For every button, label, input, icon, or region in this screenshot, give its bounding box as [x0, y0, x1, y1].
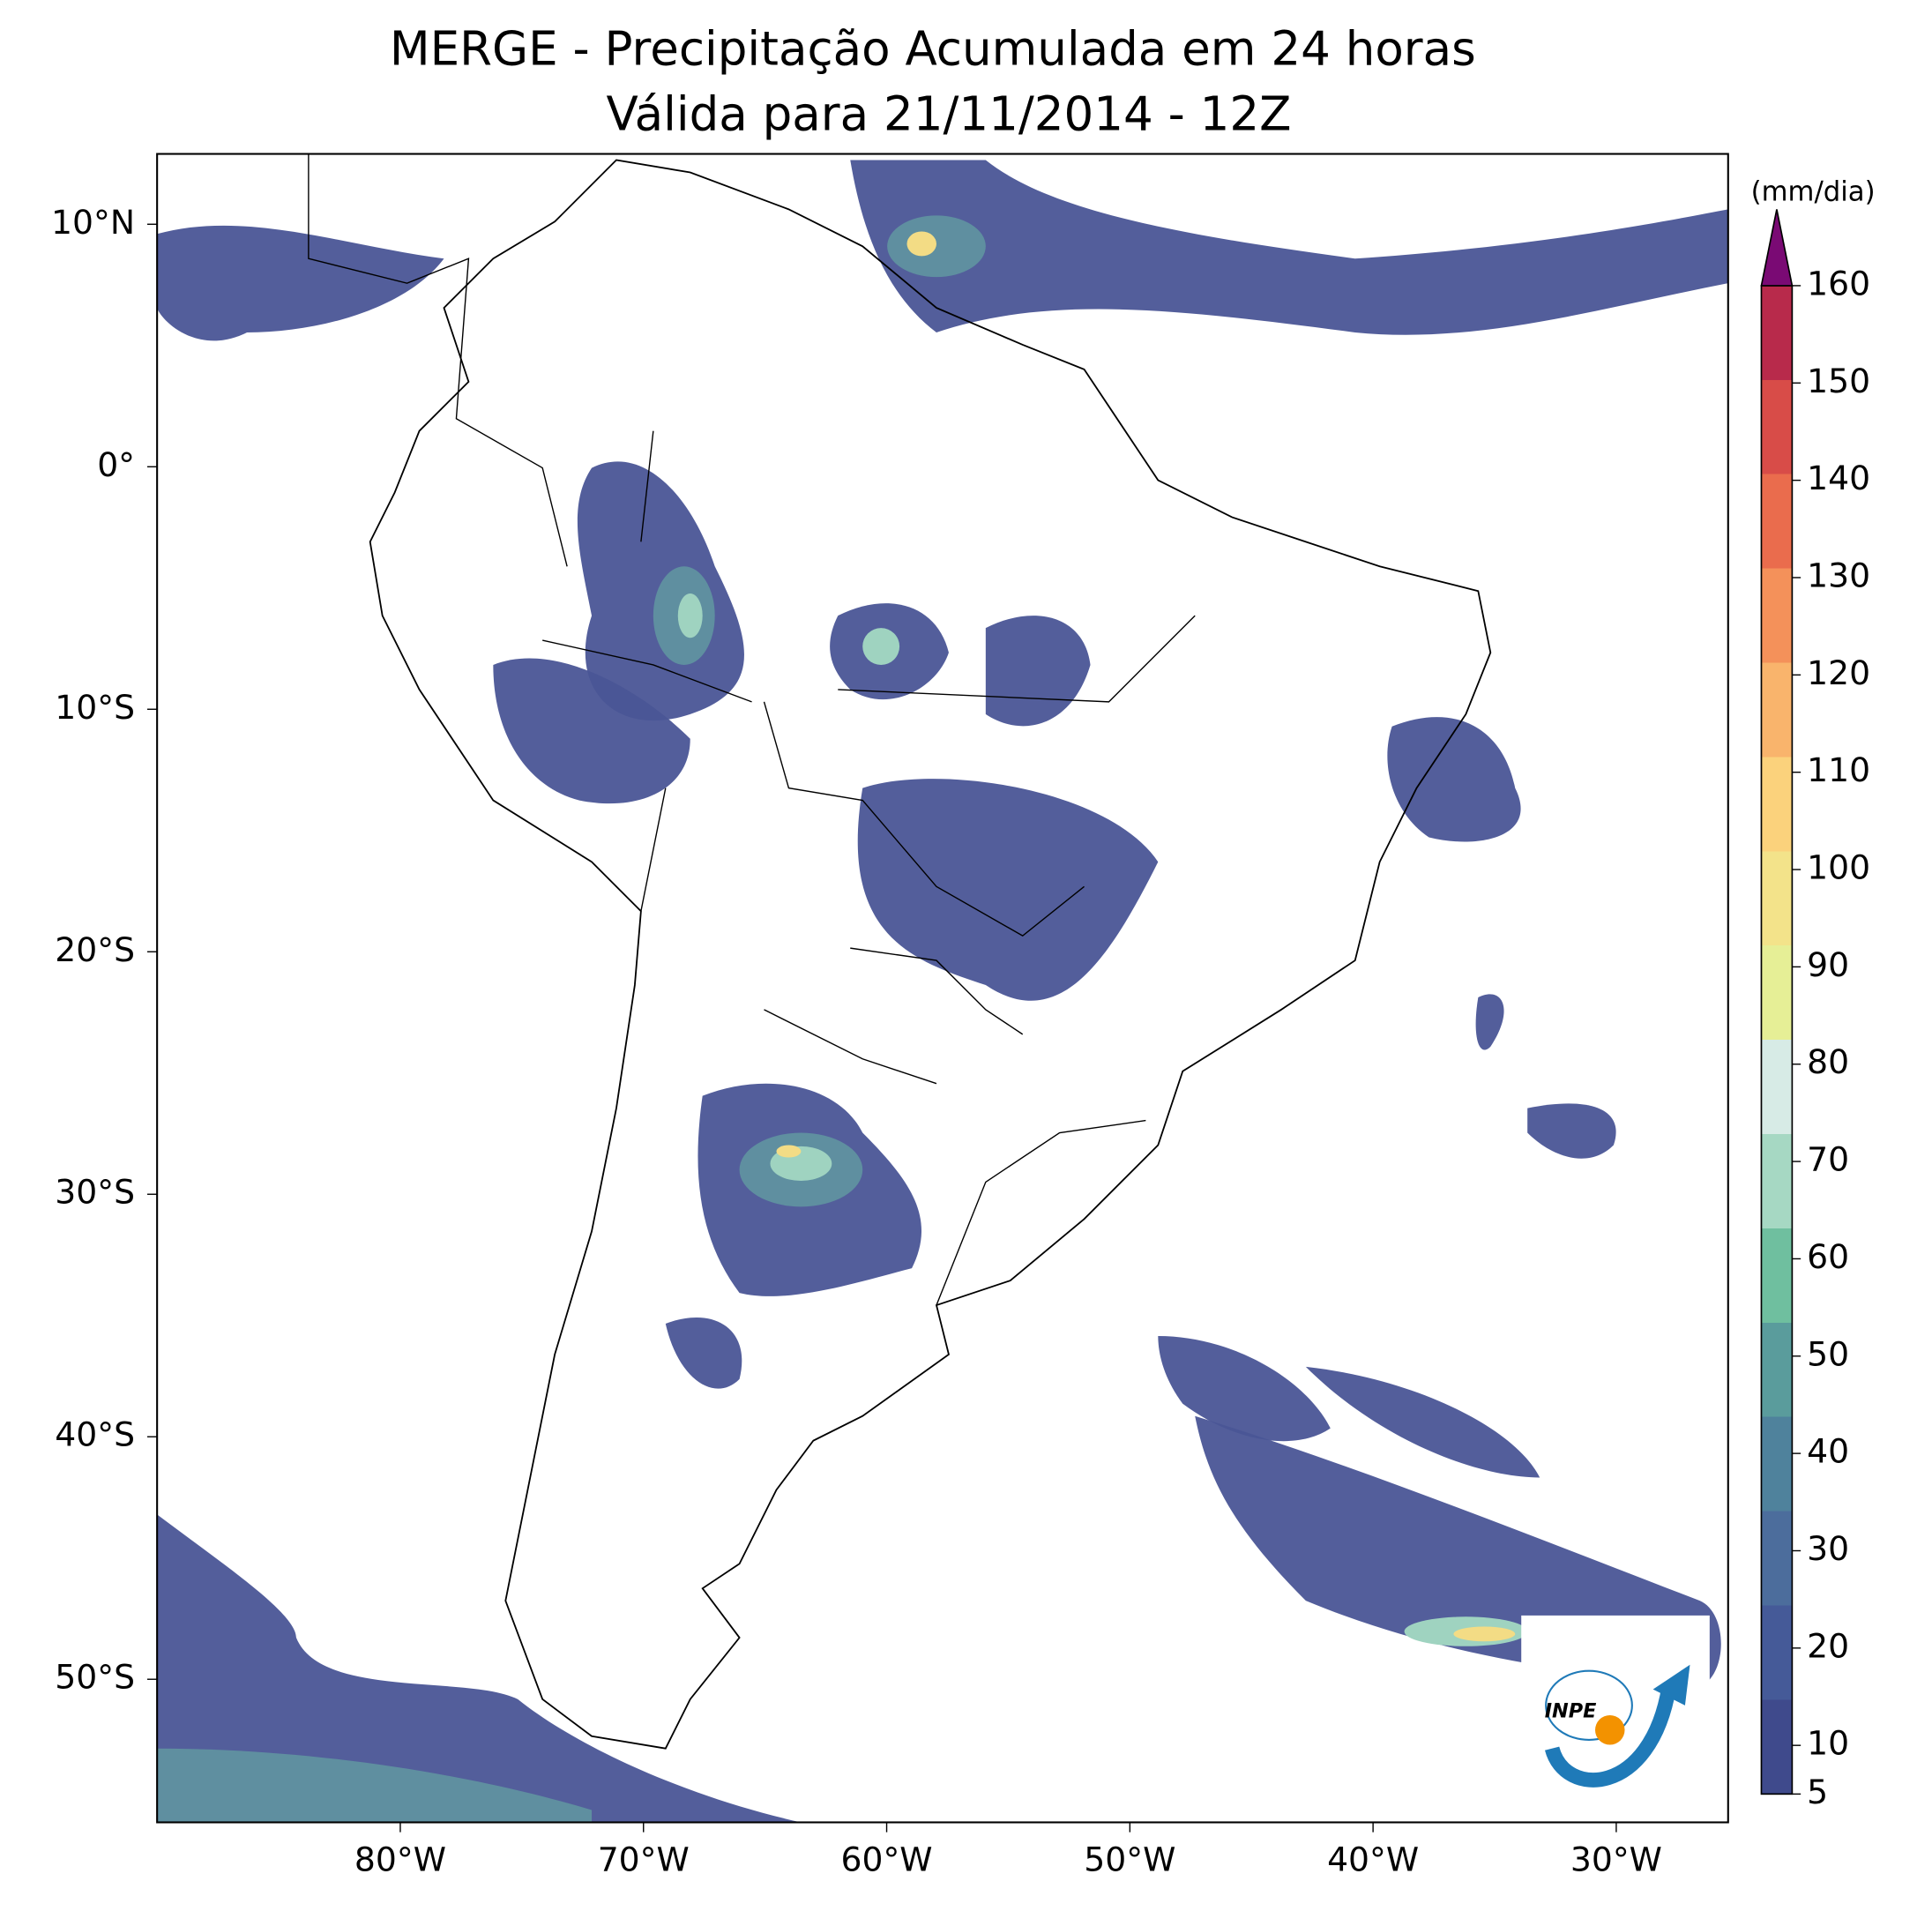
y-tick-label: 10°N — [51, 203, 135, 242]
logo-arrow — [1652, 1664, 1690, 1706]
y-tick-label: 40°S — [55, 1415, 135, 1454]
colorbar-tick-label: 30 — [1807, 1529, 1849, 1568]
colorbar-tick-label: 150 — [1807, 362, 1870, 400]
colorbar-tick-label: 120 — [1807, 653, 1870, 692]
y-tick-label: 50°S — [55, 1658, 135, 1697]
logo-text: INPE — [1545, 1699, 1597, 1722]
borders — [308, 153, 1196, 1306]
colorbar-tick-label: 50 — [1807, 1334, 1849, 1373]
y-tick-label: 10°S — [55, 688, 135, 727]
colorbar-tick-label: 10 — [1807, 1724, 1849, 1763]
map-area — [157, 153, 1728, 1823]
colorbar-tick-label: 110 — [1807, 750, 1870, 789]
logo: INPE — [1521, 1615, 1710, 1801]
colorbar — [1760, 285, 1794, 1795]
colorbar-extension — [1760, 209, 1794, 287]
colorbar-tick-label: 20 — [1807, 1626, 1849, 1665]
y-tick-label: 30°S — [55, 1173, 135, 1212]
map-frame — [156, 153, 1729, 1824]
x-tick-label: 50°W — [1084, 1840, 1175, 1879]
logo-orbit — [1545, 1669, 1633, 1741]
x-tick-label: 70°W — [598, 1840, 690, 1879]
colorbar-label: (mm/dia) — [1751, 176, 1876, 208]
colorbar-tick-label: 80 — [1807, 1042, 1849, 1081]
colorbar-tick-label: 60 — [1807, 1237, 1849, 1276]
title: MERGE - Precipitação Acumulada em 24 hor… — [390, 21, 1476, 76]
colorbar-tick-label: 100 — [1807, 848, 1870, 887]
continent-outline — [369, 159, 1492, 1750]
x-tick-label: 40°W — [1327, 1840, 1419, 1879]
colorbar-tick-label: 5 — [1807, 1773, 1828, 1811]
x-tick-label: 60°W — [840, 1840, 932, 1879]
logo-arc — [1544, 1685, 1677, 1788]
y-tick-label: 20°S — [55, 930, 135, 969]
colorbar-tick-label: 70 — [1807, 1140, 1849, 1179]
colorbar-tick-label: 40 — [1807, 1432, 1849, 1471]
x-tick-label: 30°W — [1570, 1840, 1662, 1879]
colorbar-tick-label: 90 — [1807, 945, 1849, 984]
colorbar-tick-label: 160 — [1807, 264, 1870, 302]
subtitle: Válida para 21/11/2014 - 12Z — [606, 86, 1291, 141]
x-tick-label: 80°W — [354, 1840, 446, 1879]
y-tick-label: 0° — [97, 445, 135, 484]
colorbar-tick-label: 130 — [1807, 556, 1870, 594]
logo-sun — [1594, 1714, 1625, 1745]
colorbar-tick-label: 140 — [1807, 459, 1870, 497]
